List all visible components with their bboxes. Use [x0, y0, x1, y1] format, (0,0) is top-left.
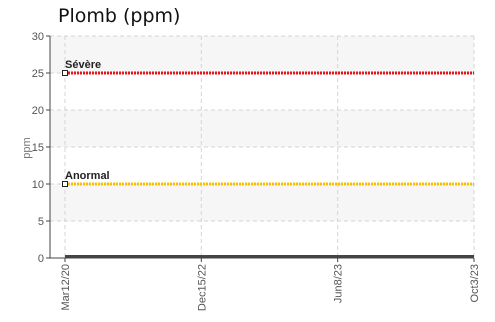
y-tick-label: 25 — [32, 68, 44, 80]
threshold-label: Sévère — [65, 59, 101, 71]
y-tick-label: 20 — [32, 105, 44, 117]
threshold-label: Anormal — [65, 170, 110, 182]
threshold-lines: Sévère Anormal — [62, 59, 474, 187]
y-tick-label: 5 — [38, 216, 44, 228]
background-band — [50, 110, 474, 147]
y-axis-label: ppm — [21, 137, 33, 158]
background-band — [50, 184, 474, 221]
threshold-marker — [62, 70, 68, 76]
y-tick-label: 30 — [32, 31, 44, 43]
background-bands — [50, 36, 474, 221]
tick-labels: 0 5 10 15 20 25 30 Mar12/20 Dec15/22 Jun8/23 Oct3/… — [32, 31, 481, 311]
x-tick-label: Mar12/20 — [60, 264, 72, 310]
background-band — [50, 36, 474, 73]
y-tick-label: 10 — [32, 179, 44, 191]
y-tick-label: 15 — [32, 142, 44, 154]
x-tick-label: Oct3/23 — [469, 264, 481, 303]
x-tick-label: Dec15/22 — [196, 264, 208, 311]
chart-title: Plomb (ppm) — [58, 5, 181, 27]
threshold-marker — [62, 181, 68, 187]
y-tick-label: 0 — [38, 253, 44, 265]
x-tick-label: Jun8/23 — [333, 264, 345, 303]
